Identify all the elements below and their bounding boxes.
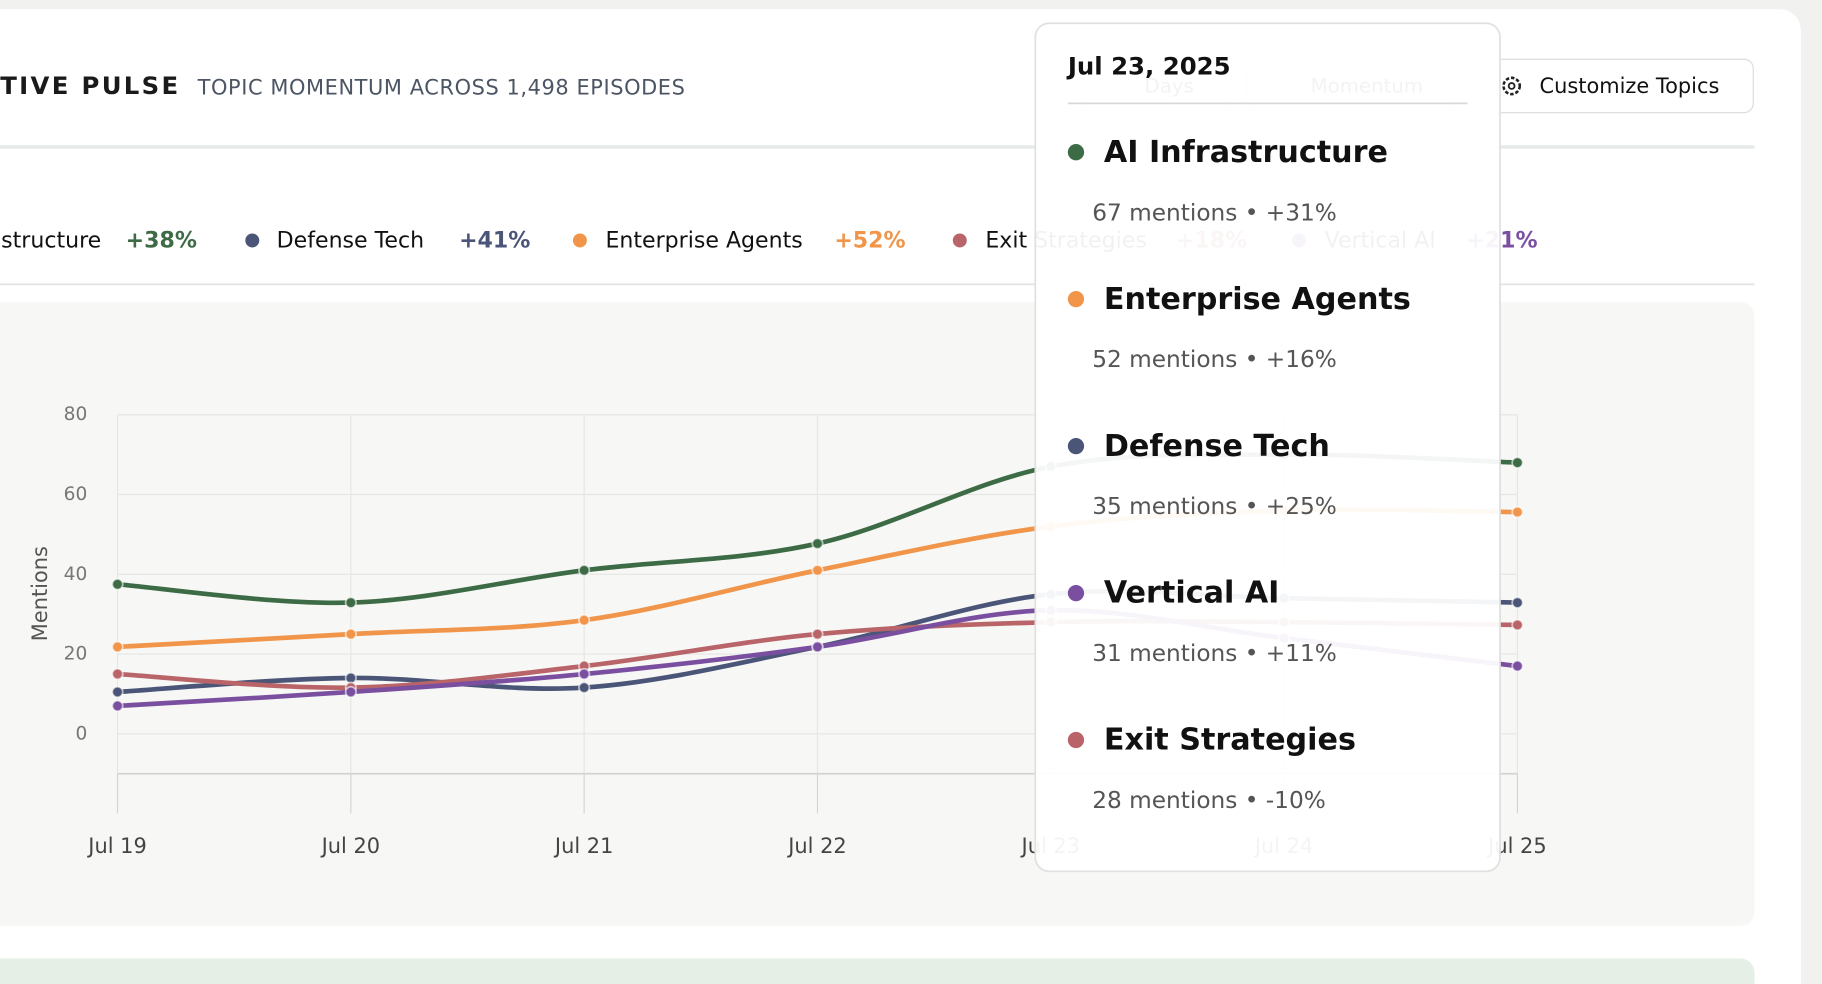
x-tick-label: Jul 19 (86, 834, 146, 858)
customize-button-label: Customize Topics (1540, 74, 1720, 98)
data-point (344, 628, 357, 641)
y-tick-label: 80 (64, 404, 88, 425)
data-point (1511, 505, 1524, 519)
tooltip-dot (1067, 144, 1085, 161)
tooltip-title: Jul 23, 2025 (1066, 51, 1231, 80)
data-point (578, 681, 591, 694)
data-point (1511, 618, 1524, 632)
legend-label: Defense Tech (277, 229, 424, 254)
tooltip-dot (1067, 291, 1085, 308)
data-point (344, 596, 357, 609)
legend-dot (572, 233, 587, 248)
data-point (578, 667, 591, 681)
tooltip-name: Vertical AI (1104, 576, 1280, 611)
legend-label: Enterprise Agents (605, 229, 802, 254)
tooltip-name: Enterprise Agents (1104, 282, 1411, 317)
data-point (1511, 456, 1524, 469)
gear-icon (1502, 76, 1522, 96)
x-tick-label: Jul 21 (553, 834, 613, 858)
tooltip-detail: 28 mentions • -10% (1092, 787, 1326, 814)
data-point (811, 640, 824, 653)
tooltip-name: AI Infrastructure (1104, 135, 1388, 170)
tooltip-detail: 67 mentions • +31% (1092, 199, 1337, 226)
tooltip-detail: 35 mentions • +25% (1092, 493, 1337, 520)
y-tick-label: 40 (64, 564, 88, 585)
tooltip-dot (1067, 731, 1085, 749)
header-divider (0, 145, 1755, 149)
data-point (111, 685, 124, 699)
data-point (811, 564, 824, 577)
next-panel (0, 958, 1755, 984)
data-point (1511, 659, 1524, 673)
data-point (344, 685, 357, 699)
data-point (578, 564, 591, 577)
data-point (111, 578, 124, 591)
tooltip-detail: 31 mentions • +11% (1092, 640, 1337, 667)
x-tick-label: Jul 20 (320, 834, 380, 858)
tooltip-detail: 52 mentions • +16% (1092, 346, 1337, 373)
tooltip-box (1034, 22, 1501, 873)
data-point (111, 640, 124, 653)
data-point (111, 667, 124, 681)
y-tick-label: 60 (64, 484, 88, 505)
y-tick-label: 0 (75, 723, 87, 744)
y-axis-label: Mentions (28, 546, 52, 641)
legend-dot (952, 233, 967, 248)
data-point (111, 699, 124, 713)
legend-dot (245, 233, 260, 248)
data-point (1511, 596, 1524, 609)
legend-change: +52% (834, 229, 905, 254)
legend-label: AI Infrastructure (0, 229, 101, 254)
data-point (811, 537, 824, 550)
legend-change: +41% (459, 229, 530, 254)
y-tick-label: 20 (64, 644, 88, 665)
legend-divider (0, 283, 1755, 286)
tooltip-name: Defense Tech (1104, 429, 1330, 464)
gear-icon-center (1507, 82, 1516, 90)
x-tick-label: Jul 22 (786, 834, 846, 858)
x-tick-label: Jul 25 (1486, 834, 1546, 858)
tooltip: Jul 23, 2025 AI Infrastructure 67 mentions… (1034, 22, 1501, 873)
tooltip-name: Exit Strategies (1104, 723, 1356, 758)
legend-change: +38% (126, 229, 197, 254)
tooltip-dot (1067, 437, 1085, 455)
page-subtitle: TOPIC MOMENTUM ACROSS 1,498 EPISODES (197, 75, 686, 99)
tooltip-dot (1067, 584, 1085, 602)
data-point (578, 614, 591, 627)
page-title: TIVE PULSE (0, 71, 180, 100)
data-point (811, 628, 824, 641)
